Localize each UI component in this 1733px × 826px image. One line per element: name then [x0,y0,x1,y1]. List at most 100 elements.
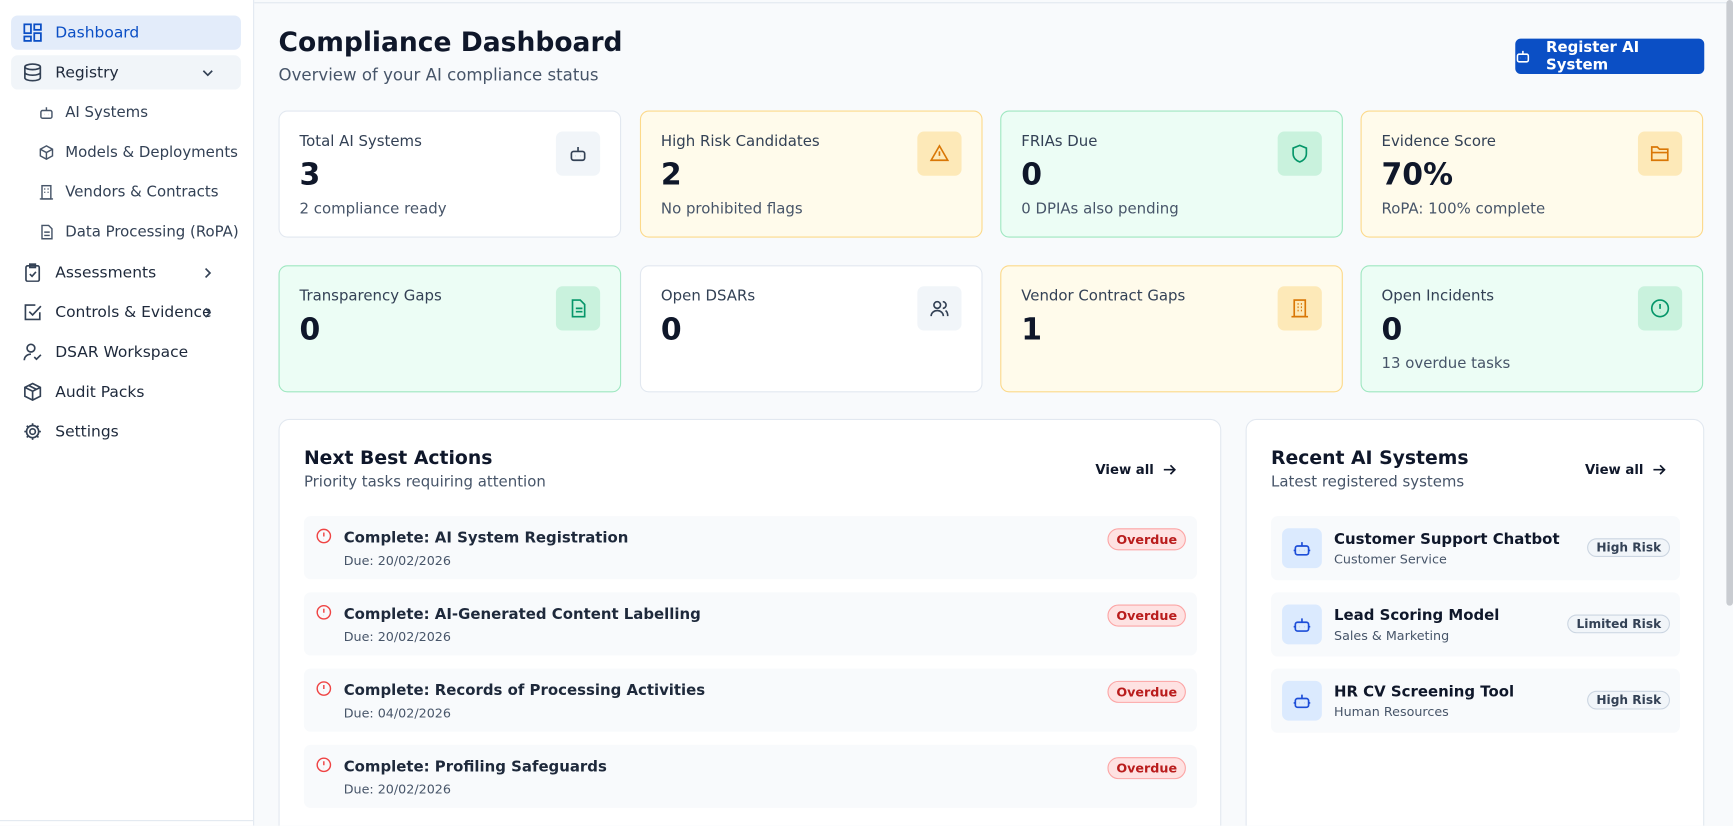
stat-icon [555,131,601,176]
nav-label: Dashboard [55,23,140,42]
nav-item[interactable]: Vendors & Contracts [29,175,241,209]
system-name: Customer Support Chatbot [1334,530,1560,549]
page-subtitle: Overview of your AI compliance status [278,65,599,86]
nav-item[interactable]: Dashboard [11,15,241,50]
action-item[interactable]: Complete: AI-Generated Content Labelling… [303,592,1197,656]
system-department: Customer Service [1334,551,1447,567]
stat-label: High Risk Candidates [660,132,820,151]
view-all-label: View all [1584,461,1644,478]
view-all-label: View all [1095,461,1154,478]
nav-item[interactable]: Assessments [11,255,241,289]
status-badge: Overdue [1107,604,1186,627]
action-due: Due: 04/02/2026 [343,705,451,721]
system-name: Lead Scoring Model [1334,606,1500,625]
nav-label: Audit Packs [55,382,145,401]
nav-item[interactable]: Controls & Evidence [11,295,241,329]
action-title: Complete: Records of Processing Activiti… [343,681,706,700]
stat-label: Open Incidents [1381,287,1495,306]
divider [0,820,254,822]
nav-label: DSAR Workspace [55,343,189,361]
stat-value: 0 [660,312,682,348]
stat-note: No prohibited flags [660,200,803,218]
nav-item[interactable]: Data Processing (RoPA) [29,214,241,248]
stat-value: 3 [299,158,321,193]
nav-label: AI Systems [65,103,148,122]
system-item[interactable]: Customer Support Chatbot Customer Servic… [1271,516,1680,581]
stat-value: 1 [1021,312,1043,348]
action-item[interactable]: Complete: Records of Processing Activiti… [303,668,1197,732]
stat-note: 2 compliance ready [299,200,447,218]
system-item[interactable]: HR CV Screening Tool Human Resources Hig… [1271,668,1680,733]
status-badge: Overdue [1107,528,1186,551]
stat-card: Open Incidents 0 13 overdue tasks [1360,265,1704,393]
register-button[interactable]: Register AI System [1515,38,1705,75]
stat-icon [1277,286,1322,331]
stat-label: Transparency Gaps [299,287,442,306]
nav-label: Controls & Evidence [55,303,212,322]
stat-value: 2 [660,158,682,193]
action-due: Due: 20/02/2026 [343,552,451,569]
button-label: Register AI System [1545,38,1640,75]
stat-card: Total AI Systems 3 2 compliance ready [278,110,622,238]
stat-note: 13 overdue tasks [1381,354,1511,373]
nav-label: Vendors & Contracts [65,182,219,201]
stat-label: Total AI Systems [299,132,422,151]
stat-note: 0 DPIAs also pending [1021,200,1179,218]
status-badge: Overdue [1107,757,1186,780]
stat-note: RoPA: 100% complete [1381,200,1546,218]
stat-value: 0 [1021,158,1043,193]
system-icon [1282,528,1322,569]
nav-item[interactable]: AI Systems [29,95,241,129]
stat-icon [917,286,962,331]
stat-icon [917,131,962,176]
system-icon [1282,604,1322,645]
stat-value: 70% [1381,158,1453,193]
panel-title: Recent AI Systems [1271,447,1469,470]
action-item[interactable]: Complete: Profiling Safeguards Due: 20/0… [303,744,1197,808]
stat-card: High Risk Candidates 2 No prohibited fla… [639,110,983,238]
system-icon [1282,680,1322,721]
stat-label: Vendor Contract Gaps [1021,287,1186,306]
nav-item[interactable]: Settings [11,414,241,448]
system-item[interactable]: Lead Scoring Model Sales & Marketing Lim… [1271,592,1680,657]
system-department: Human Resources [1334,704,1449,720]
scrollbar[interactable] [1726,0,1733,606]
stat-label: Evidence Score [1381,132,1496,151]
stat-card: Vendor Contract Gaps 1 [1000,265,1343,393]
recent-panel: Recent AI Systems Latest registered syst… [1245,418,1705,826]
stat-card: Transparency Gaps 0 [278,265,622,393]
nav-label: Assessments [55,263,157,282]
nav-item[interactable]: Audit Packs [11,375,241,409]
stat-card: FRIAs Due 0 0 DPIAs also pending [1000,110,1343,238]
risk-badge: High Risk [1587,538,1671,558]
action-due: Due: 20/02/2026 [343,628,451,645]
action-title: Complete: AI-Generated Content Labelling [343,605,701,624]
stat-card: Evidence Score 70% RoPA: 100% complete [1360,110,1704,238]
view-all[interactable]: View all [1095,462,1176,477]
action-title: Complete: AI System Registration [343,529,629,548]
stat-label: Open DSARs [660,287,756,306]
actions-panel: Next Best Actions Priority tasks requiri… [278,418,1222,826]
action-title: Complete: Profiling Safeguards [343,758,607,776]
nav-label: Data Processing (RoPA) [65,222,239,241]
nav-item[interactable]: DSAR Workspace [11,335,241,369]
stat-icon [555,286,601,331]
status-badge: Overdue [1107,680,1186,703]
nav-label: Registry [55,63,119,82]
page-title: Compliance Dashboard [278,26,623,58]
nav-item[interactable]: Models & Deployments [29,135,241,169]
nav-item[interactable]: Registry [11,55,241,90]
sidebar: Dashboard Registry AI Systems Models & D… [0,0,255,826]
action-item[interactable]: Complete: AI System Registration Due: 20… [303,516,1197,580]
system-department: Sales & Marketing [1334,627,1450,644]
top-border [253,2,1733,4]
panel-subtitle: Latest registered systems [1271,473,1465,491]
nav-label: Settings [55,422,119,441]
risk-badge: High Risk [1587,690,1671,710]
stat-value: 0 [1381,312,1403,348]
stat-card: Open DSARs 0 [639,265,983,393]
system-name: HR CV Screening Tool [1334,683,1515,701]
view-all[interactable]: View all [1585,462,1666,477]
